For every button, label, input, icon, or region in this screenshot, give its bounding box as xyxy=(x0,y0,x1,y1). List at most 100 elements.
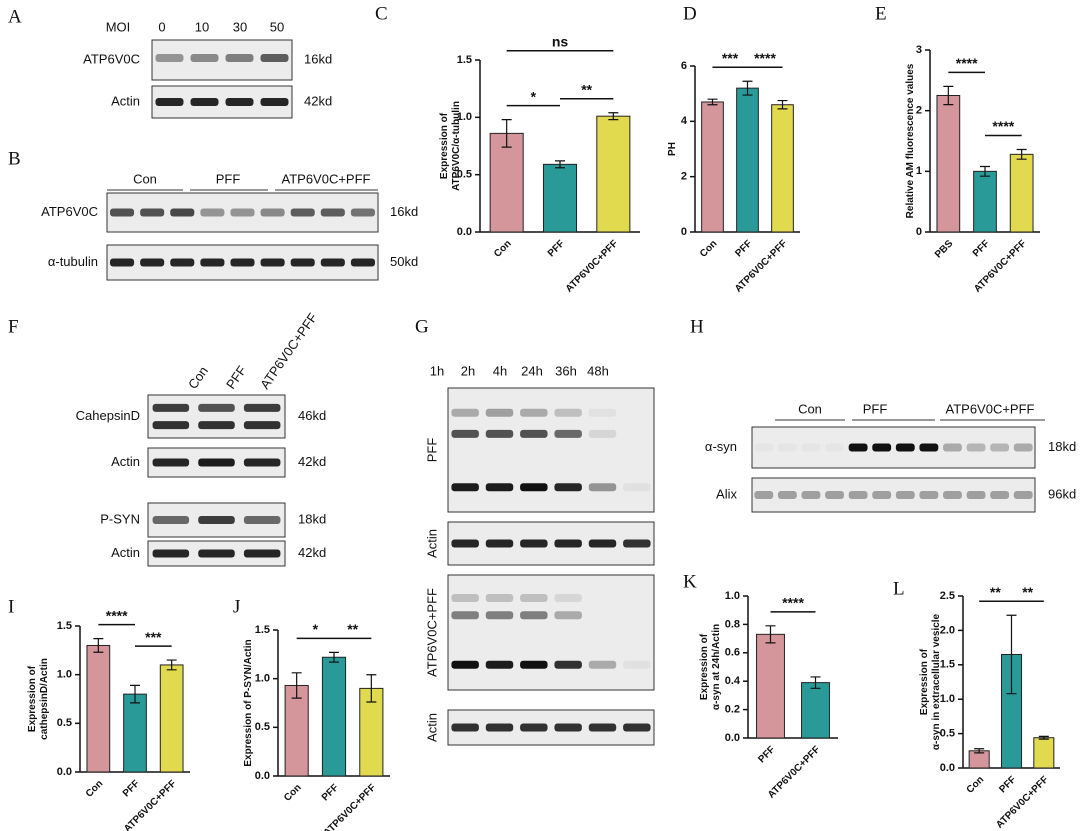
y-axis-label-line: Expression of xyxy=(439,112,450,179)
band xyxy=(451,660,479,669)
y-tick-label: 0.5 xyxy=(457,169,472,181)
band xyxy=(485,611,514,620)
row-label: ATP6V0C xyxy=(83,51,140,66)
y-tick-label: 0.5 xyxy=(255,721,270,733)
y-axis-label-line: α-syn in extracellular vesicle xyxy=(931,613,942,750)
bar xyxy=(736,87,759,233)
error-bar xyxy=(974,748,985,754)
band xyxy=(777,491,797,499)
size-label: 50kd xyxy=(390,254,418,269)
group-label: Con xyxy=(133,171,157,186)
band xyxy=(260,98,289,106)
band xyxy=(451,723,479,732)
y-tick-label: 0.5 xyxy=(57,717,72,729)
size-label: 46kd xyxy=(298,408,326,423)
x-tick-label: PFF xyxy=(121,778,142,799)
x-tick-label: PFF xyxy=(320,782,341,803)
y-axis-label-line: Relative AM fluorescence values xyxy=(905,63,916,218)
band xyxy=(230,208,255,217)
band xyxy=(872,491,892,499)
panel-letter: G xyxy=(415,316,429,337)
band xyxy=(554,660,582,669)
row-label: ATP6V0C xyxy=(41,204,98,219)
error-bar xyxy=(555,160,565,169)
y-tick-label: 1.0 xyxy=(57,669,72,681)
band xyxy=(588,483,617,492)
error-bar xyxy=(291,672,302,699)
band xyxy=(966,491,986,499)
y-tick-label: 1.5 xyxy=(940,659,955,671)
band xyxy=(243,403,281,412)
error-bar xyxy=(943,85,954,106)
band xyxy=(485,594,514,602)
bar xyxy=(801,682,830,739)
sig-label: ** xyxy=(581,81,592,97)
band xyxy=(554,723,582,732)
band xyxy=(848,491,868,499)
band xyxy=(170,208,195,217)
group-label: Con xyxy=(798,401,822,416)
y-tick-label: 3 xyxy=(916,44,922,56)
band xyxy=(200,208,225,217)
band xyxy=(588,660,617,669)
bar xyxy=(489,132,524,233)
band xyxy=(825,491,844,499)
error-bar xyxy=(93,638,104,653)
band xyxy=(140,208,165,217)
band xyxy=(520,594,548,602)
x-tick-label: Con xyxy=(492,238,514,260)
band xyxy=(155,54,184,62)
blot-box xyxy=(447,574,655,691)
y-tick-label: 2 xyxy=(916,105,922,117)
y-tick-label: 4 xyxy=(681,115,688,127)
sig-label: * xyxy=(313,621,319,637)
band xyxy=(243,516,281,524)
y-axis-label-line: Expression of xyxy=(699,633,710,700)
band xyxy=(110,258,135,267)
band xyxy=(198,458,235,467)
band xyxy=(848,443,868,452)
band xyxy=(451,539,479,548)
band xyxy=(801,491,821,499)
band xyxy=(778,444,797,452)
band xyxy=(320,208,345,217)
lane-label: PFF xyxy=(223,363,249,392)
y-axis-label: Expression of P-SYN/Actin xyxy=(243,639,254,766)
group-label: PFF xyxy=(216,171,241,186)
band xyxy=(895,491,915,499)
band xyxy=(623,483,651,492)
band xyxy=(485,429,514,438)
band xyxy=(225,54,254,62)
y-tick-label: 0.0 xyxy=(255,770,270,782)
x-tick-label: PFF xyxy=(997,774,1018,795)
size-label: 18kd xyxy=(1048,439,1076,454)
y-tick-label: 1.0 xyxy=(940,693,955,705)
lane-label: Con xyxy=(185,364,211,392)
band xyxy=(520,429,548,438)
bar xyxy=(86,644,111,773)
lane-label: 50 xyxy=(270,19,284,34)
sig-label: * xyxy=(531,88,537,104)
lane-label: 2h xyxy=(461,363,475,378)
band xyxy=(1013,443,1033,452)
error-bar xyxy=(765,625,776,644)
band xyxy=(895,443,915,452)
y-axis-label-line: Expression of P-SYN/Actin xyxy=(243,639,254,766)
y-tick-label: 2.0 xyxy=(940,624,955,636)
band xyxy=(485,660,514,669)
lane-label: 48h xyxy=(587,363,609,378)
lane-label: 30 xyxy=(233,19,247,34)
sig-label: *** xyxy=(722,50,739,66)
band xyxy=(520,483,548,492)
y-tick-label: 0.0 xyxy=(725,732,740,744)
row-label: α-tubulin xyxy=(48,254,98,269)
band xyxy=(152,549,190,558)
row-label: Actin xyxy=(111,93,140,108)
band xyxy=(990,443,1010,452)
x-tick-label: Con xyxy=(84,778,106,800)
band xyxy=(825,444,844,452)
sig-label: **** xyxy=(106,607,128,623)
band xyxy=(485,483,514,492)
panel-letter: K xyxy=(683,571,697,592)
